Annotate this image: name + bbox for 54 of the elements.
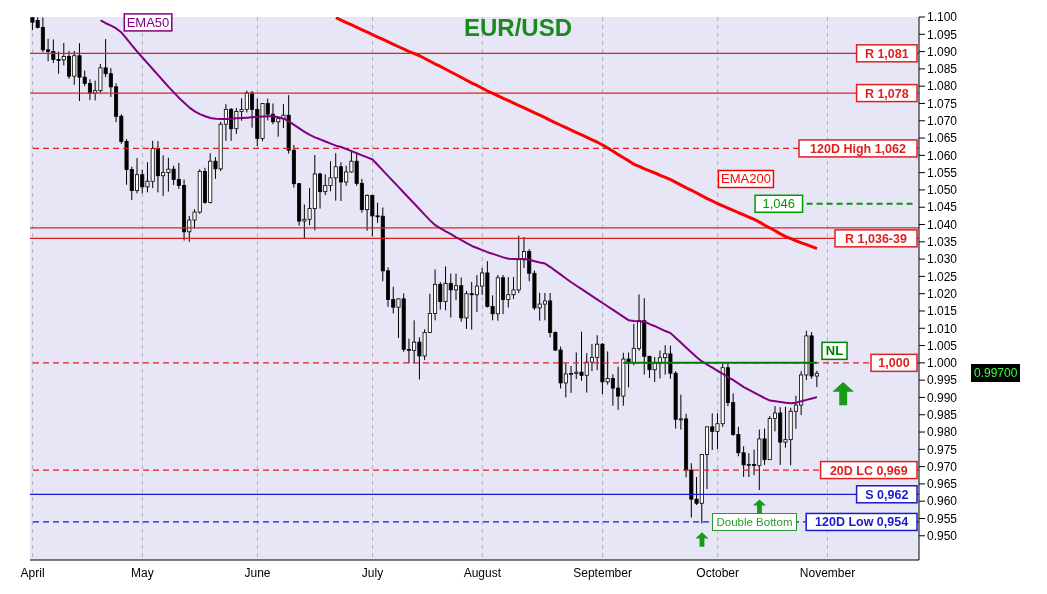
series-label: NL — [825, 343, 844, 359]
y-tick-label: 1.040 — [927, 217, 958, 232]
y-tick-label: 0.950 — [927, 529, 958, 544]
y-tick-label: 1.060 — [927, 148, 958, 163]
text: 0.99700 — [971, 364, 1021, 383]
y-tick-label: 1.080 — [927, 79, 958, 94]
y-tick-label: 1.010 — [927, 321, 958, 336]
x-tick-label: October — [696, 565, 740, 580]
y-tick-label: 0.975 — [927, 442, 958, 457]
ref-line-label: R 1,078 — [864, 86, 909, 101]
y-tick-label: 1.085 — [927, 62, 958, 77]
ref-line-label: S 0,962 — [865, 487, 909, 502]
y-tick-label: 1.100 — [927, 10, 958, 25]
ref-line-label: R 1,036-39 — [845, 231, 907, 246]
ref-line-label: 1,000 — [878, 356, 910, 371]
y-tick-label: 1.015 — [927, 304, 958, 319]
y-tick-label: 1.030 — [927, 252, 958, 267]
x-tick-label: August — [463, 565, 502, 580]
y-tick-label: 0.965 — [927, 477, 958, 492]
ref-line-label: 120D High 1,062 — [810, 141, 906, 156]
y-tick-label: 0.960 — [927, 494, 958, 509]
y-tick-label: 0.985 — [927, 408, 958, 422]
y-tick-label: 1.050 — [927, 183, 958, 198]
y-tick-label: 1.020 — [927, 286, 958, 301]
y-tick-label: 0.990 — [927, 390, 958, 405]
y-tick-label: 1.065 — [927, 131, 958, 146]
y-tick-label: 1.055 — [927, 165, 958, 180]
chart-title: EUR/USD — [463, 14, 573, 42]
y-tick-label: 1.045 — [927, 200, 958, 215]
y-tick-label: 0.970 — [927, 459, 958, 474]
ref-line-label: R 1,081 — [864, 46, 909, 61]
x-tick-label: April — [20, 565, 45, 580]
ref-line-label: 20D LC 0,969 — [829, 463, 908, 478]
y-tick-label: 1.075 — [927, 96, 958, 111]
x-tick-label: June — [244, 565, 271, 580]
y-tick-label: 0.995 — [927, 373, 958, 388]
y-tick-label: 1.035 — [927, 235, 958, 250]
y-tick-label: 1.095 — [927, 27, 958, 42]
x-tick-label: November — [799, 565, 856, 580]
y-tick-label: 0.980 — [927, 425, 958, 440]
series-label: EMA50 — [126, 14, 170, 30]
x-tick-label: September — [573, 565, 632, 580]
x-tick-label: July — [361, 565, 384, 580]
y-tick-label: 1.070 — [927, 114, 958, 129]
y-tick-label: 1.000 — [927, 356, 958, 371]
series-label: EMA200 — [721, 171, 771, 187]
y-tick-label: 1.005 — [927, 338, 958, 353]
y-tick-label: 0.955 — [927, 511, 958, 526]
x-tick-label: May — [131, 565, 154, 580]
ref-line-label: 120D Low 0,954 — [815, 515, 909, 530]
series-label: 1,046 — [762, 196, 796, 212]
annotation: Double Bottom — [712, 512, 797, 531]
y-tick-label: 1.025 — [927, 269, 958, 284]
y-tick-label: 1.090 — [927, 44, 958, 59]
